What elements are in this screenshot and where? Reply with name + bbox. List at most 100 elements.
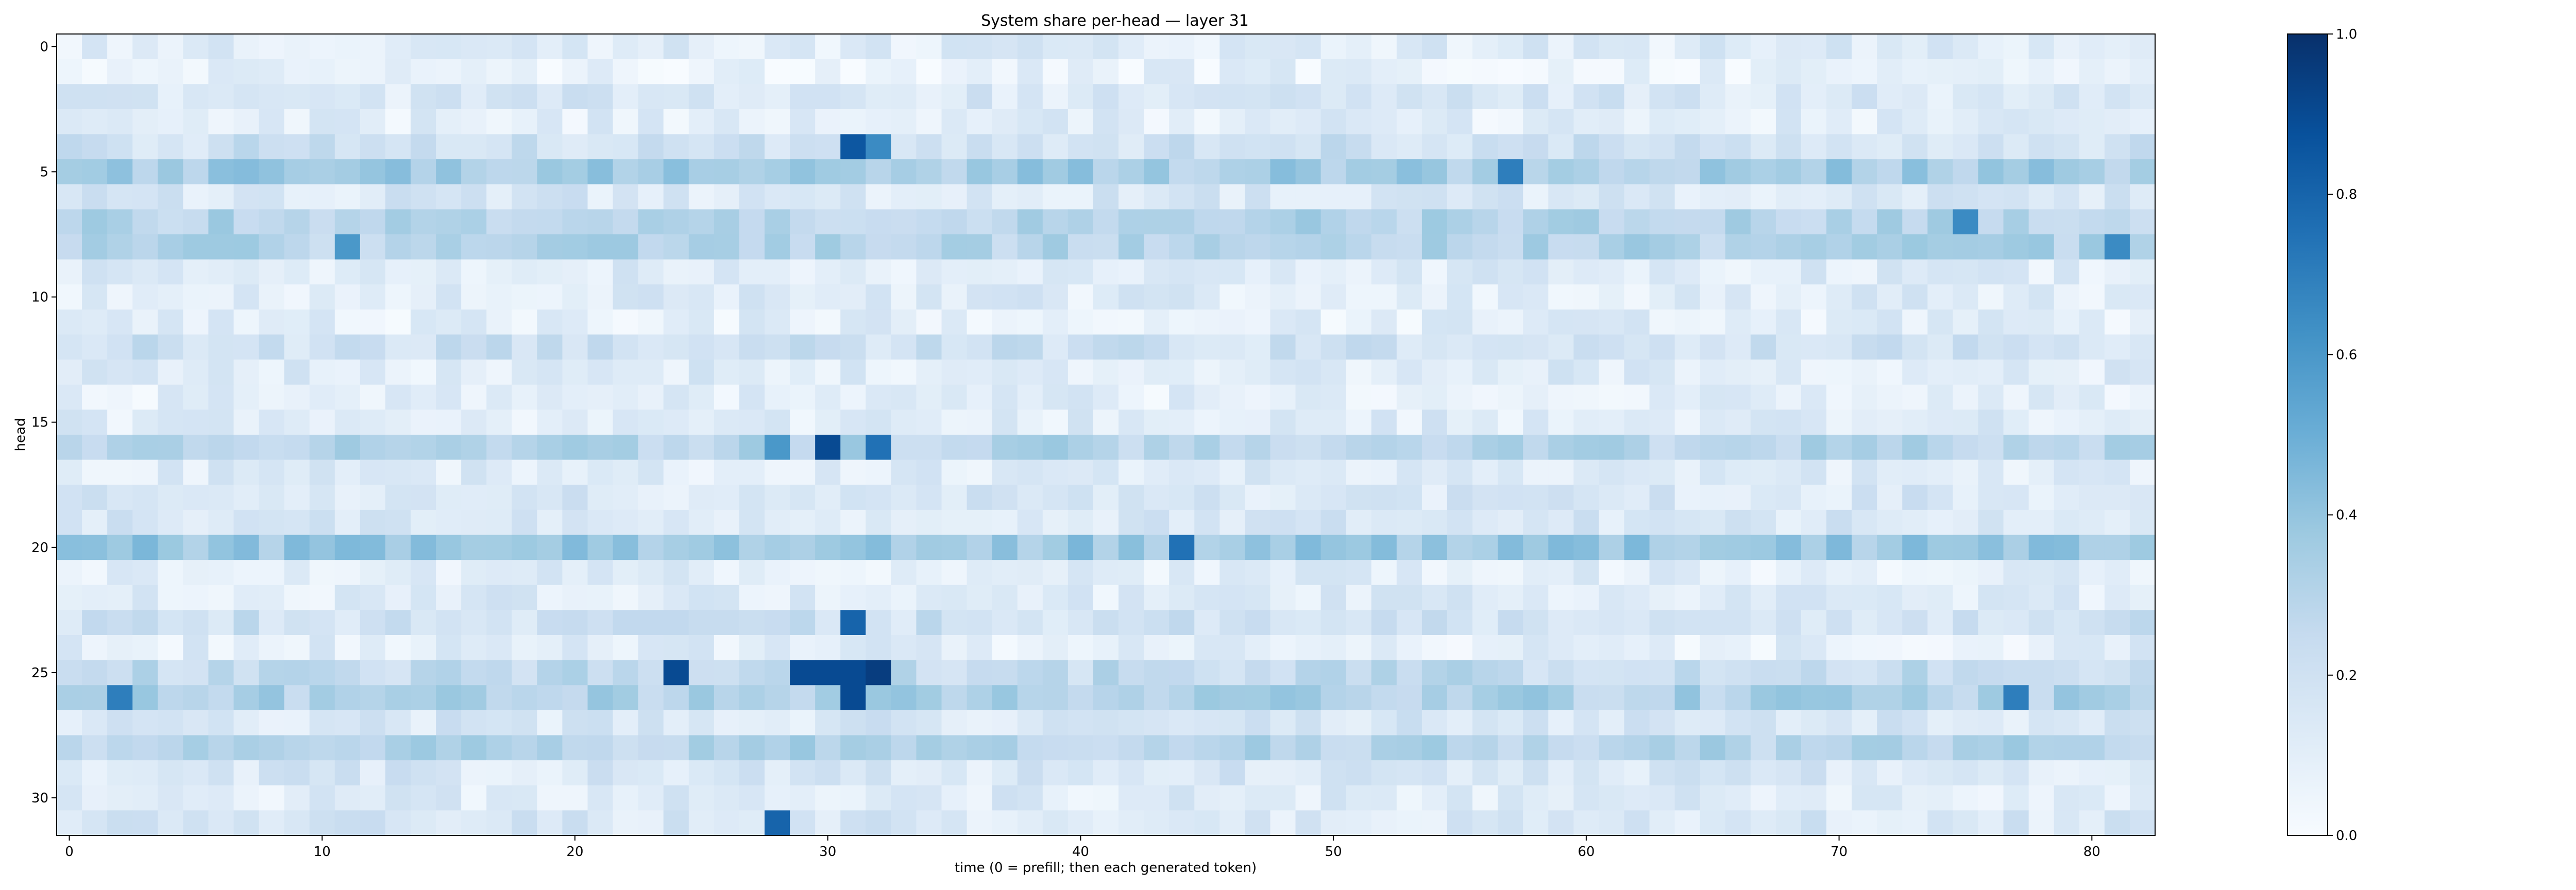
heatmap-cell [1674, 435, 1701, 460]
heatmap-cell [1396, 209, 1422, 235]
heatmap-cell [1067, 735, 1094, 761]
heatmap-cell [891, 735, 917, 761]
heatmap-cell [1245, 535, 1271, 560]
heatmap-cell [714, 710, 740, 736]
heatmap-cell [1573, 509, 1600, 536]
heatmap-cell [840, 259, 866, 285]
heatmap-cell [512, 810, 537, 836]
heatmap-cell [158, 234, 183, 260]
heatmap-cell [436, 735, 462, 761]
heatmap-cell [309, 685, 335, 711]
heatmap-cell [2054, 209, 2080, 235]
heatmap-cell [334, 334, 361, 360]
heatmap-cell [765, 635, 790, 661]
heatmap-cell [663, 810, 689, 836]
heatmap-cell [1725, 159, 1751, 185]
heatmap-cell [1599, 34, 1625, 60]
heatmap-cell [107, 84, 133, 110]
heatmap-cell [309, 309, 335, 335]
heatmap-cell [2054, 84, 2080, 110]
heatmap-cell [1978, 334, 2004, 360]
heatmap-cell [1775, 309, 1802, 335]
heatmap-cell [840, 735, 866, 761]
heatmap-cell [1320, 259, 1347, 285]
heatmap-cell [461, 435, 487, 460]
heatmap-cell [334, 309, 361, 335]
heatmap-cell [107, 535, 133, 560]
heatmap-cell [1573, 610, 1600, 636]
heatmap-cell [82, 660, 108, 686]
heatmap-cell [2054, 760, 2080, 786]
heatmap-cell [512, 485, 537, 510]
heatmap-cell [562, 334, 588, 360]
heatmap-cell [334, 284, 361, 310]
heatmap-cell [765, 685, 790, 711]
heatmap-cell [891, 560, 917, 586]
heatmap-cell [1902, 710, 1928, 736]
heatmap-cell [107, 109, 133, 135]
heatmap-cell [132, 435, 158, 460]
heatmap-cell [132, 59, 158, 84]
heatmap-cell [1902, 360, 1928, 385]
heatmap-cell [334, 509, 361, 536]
heatmap-cell [2104, 284, 2130, 310]
heatmap-cell [1270, 209, 1296, 235]
heatmap-cell [486, 59, 512, 84]
heatmap-cell [1017, 610, 1043, 636]
heatmap-cell [1093, 59, 1119, 84]
heatmap-cell [1295, 209, 1321, 235]
heatmap-cell [765, 660, 790, 686]
heatmap-cell [1447, 535, 1473, 560]
heatmap-cell [1902, 435, 1928, 460]
heatmap-cell [334, 610, 361, 636]
heatmap-cell [941, 284, 968, 310]
heatmap-cell [638, 635, 664, 661]
heatmap-cell [107, 184, 133, 210]
heatmap-cell [360, 109, 386, 135]
heatmap-cell [1599, 409, 1625, 435]
colorbar-tick-label: 0.2 [2336, 668, 2357, 683]
heatmap-cell [2028, 259, 2055, 285]
heatmap-cell [82, 735, 108, 761]
heatmap-cell [2003, 760, 2029, 786]
heatmap-cell [562, 810, 588, 836]
heatmap-cell [385, 459, 411, 485]
heatmap-cell [1067, 284, 1094, 310]
heatmap-cell [1750, 735, 1776, 761]
heatmap-cell [2079, 84, 2105, 110]
heatmap-cell [941, 259, 968, 285]
heatmap-cell [1017, 459, 1043, 485]
heatmap-cell [765, 209, 790, 235]
heatmap-cell [2028, 635, 2055, 661]
heatmap-cell [1371, 735, 1397, 761]
heatmap-cell [1498, 459, 1523, 485]
heatmap-cell [1447, 485, 1473, 510]
heatmap-cell [916, 259, 942, 285]
heatmap-cell [714, 785, 740, 811]
heatmap-cell [2079, 810, 2105, 836]
heatmap-cell [1927, 34, 1954, 60]
heatmap-cell [436, 159, 462, 185]
heatmap-cell [1750, 685, 1776, 711]
heatmap-cell [2028, 309, 2055, 335]
heatmap-cell [688, 785, 715, 811]
heatmap-cell [107, 234, 133, 260]
heatmap-cell [1801, 710, 1827, 736]
heatmap-cell [1624, 710, 1650, 736]
heatmap-cell [57, 485, 82, 510]
heatmap-cell [1093, 184, 1119, 210]
heatmap-cell [259, 259, 285, 285]
heatmap-cell [1624, 760, 1650, 786]
heatmap-cell [1902, 84, 1928, 110]
heatmap-cell [1775, 234, 1802, 260]
heatmap-cell [992, 59, 1018, 84]
heatmap-cell [2003, 109, 2029, 135]
heatmap-cell [1042, 409, 1069, 435]
heatmap-cell [2104, 84, 2130, 110]
heatmap-cell [1346, 435, 1372, 460]
heatmap-cell [183, 810, 209, 836]
heatmap-cell [1902, 384, 1928, 410]
heatmap-cell [765, 535, 790, 560]
heatmap-cell [2079, 560, 2105, 586]
heatmap-cell [1219, 610, 1245, 636]
